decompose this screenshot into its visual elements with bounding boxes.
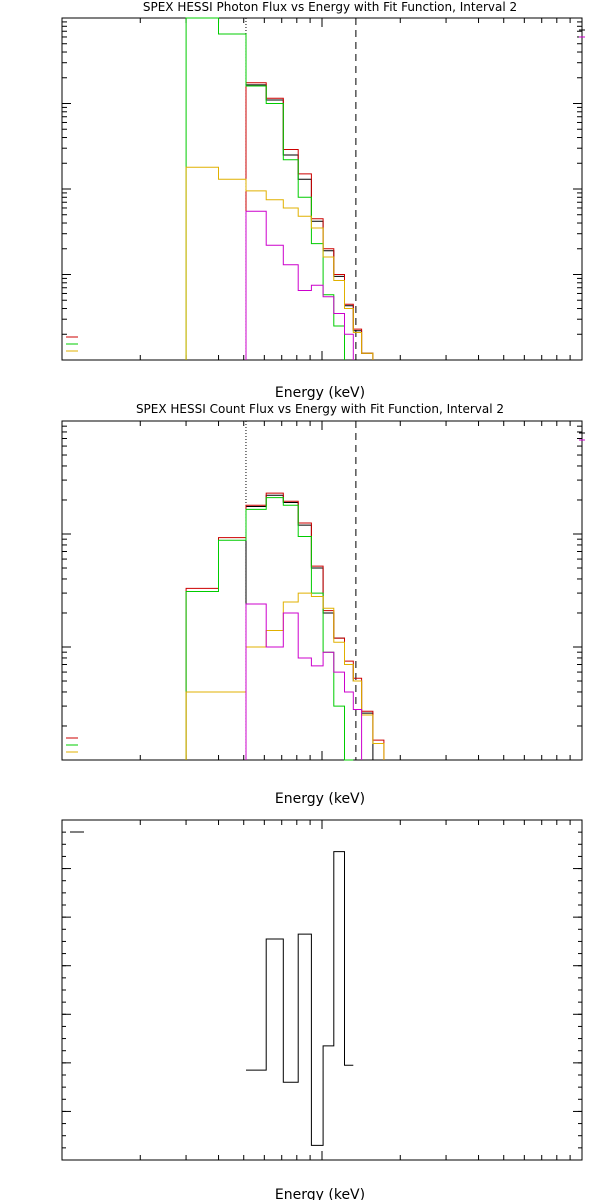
- series-1-histogram: [185, 492, 385, 760]
- count-flux-panel: SPEX HESSI Count Flux vs Energy with Fit…: [61, 402, 585, 807]
- plot-frame: [61, 17, 583, 361]
- series-4-histogram: [245, 210, 354, 360]
- series-0-histogram: [245, 84, 374, 360]
- panel-title: SPEX HESSI Count Flux vs Energy with Fit…: [136, 402, 504, 416]
- series-2-histogram: [185, 497, 354, 761]
- series-4-histogram: [245, 603, 363, 760]
- series-2-histogram: [185, 17, 345, 360]
- residuals-panel: Energy (keV): [61, 819, 583, 1200]
- series-3-histogram: [185, 592, 385, 760]
- series-3-histogram: [185, 166, 374, 360]
- x-axis-label: Energy (keV): [275, 385, 365, 401]
- x-axis-label: Energy (keV): [275, 791, 365, 807]
- photon-flux-panel: SPEX HESSI Photon Flux vs Energy with Fi…: [61, 0, 585, 401]
- series-0-histogram: [245, 494, 374, 760]
- panel-title: SPEX HESSI Photon Flux vs Energy with Fi…: [143, 0, 517, 14]
- series-0-histogram: [246, 851, 354, 1146]
- plot-frame: [61, 420, 583, 761]
- series-1-histogram: [245, 82, 374, 360]
- x-axis-label: Energy (keV): [275, 1187, 365, 1200]
- plot-frame: [61, 819, 583, 1161]
